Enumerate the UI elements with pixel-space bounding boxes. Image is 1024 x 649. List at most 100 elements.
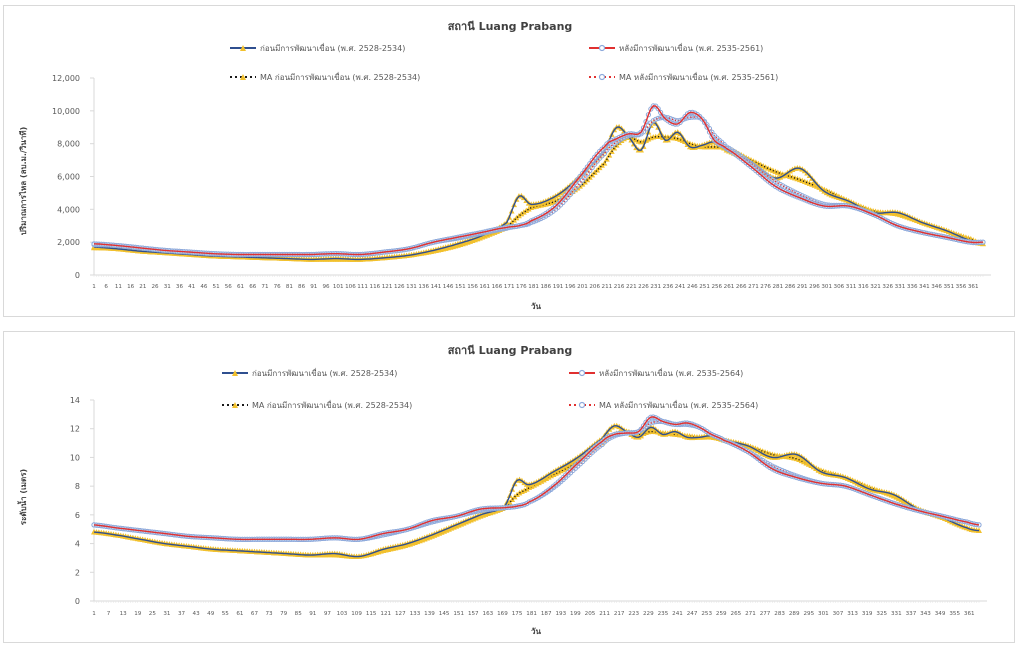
x-tick-label: 151	[455, 284, 466, 290]
x-tick-label: 7	[107, 611, 111, 617]
y-tick-label: 12	[70, 425, 80, 434]
x-tick-label: 291	[797, 284, 808, 290]
y-tick-label: 10,000	[52, 107, 80, 116]
x-tick-label: 169	[497, 611, 508, 617]
x-tick-label: 175	[512, 611, 523, 617]
x-tick-label: 11	[115, 284, 123, 290]
legend-label: MA ก่อนมีการพัฒนาเขื่อน (พ.ศ. 2528-2534)	[252, 399, 412, 410]
x-tick-label: 56	[225, 284, 233, 290]
y-axis-title: ปริมาณการไหล (ลบ.ม./วินาที)	[18, 127, 28, 235]
y-tick-label: 14	[70, 396, 80, 405]
x-tick-label: 306	[834, 284, 845, 290]
x-tick-label: 46	[200, 284, 208, 290]
x-tick-label: 229	[643, 611, 654, 617]
x-tick-label: 331	[895, 284, 906, 290]
x-tick-label: 163	[483, 611, 494, 617]
y-tick-label: 2	[75, 568, 80, 577]
x-tick-label: 326	[882, 284, 893, 290]
legend-item: MA ก่อนมีการพัฒนาเขื่อน (พ.ศ. 2528-2534)	[222, 399, 412, 410]
x-tick-label: 61	[236, 611, 244, 617]
legend-label: MA หลังมีการพัฒนาเขื่อน (พ.ศ. 2535-2561)	[619, 71, 778, 82]
x-tick-label: 346	[931, 284, 942, 290]
series-line	[93, 116, 983, 256]
x-tick-label: 246	[687, 284, 698, 290]
x-tick-label: 316	[858, 284, 869, 290]
x-tick-label: 41	[188, 284, 196, 290]
x-tick-label: 91	[310, 284, 318, 290]
chart-title: สถานี Luang Prabang	[448, 20, 573, 33]
legend-item: MA หลังมีการพัฒนาเขื่อน (พ.ศ. 2535-2561)	[589, 71, 778, 82]
x-tick-label: 341	[919, 284, 930, 290]
legend-marker-icon	[232, 402, 238, 408]
y-tick-label: 2,000	[57, 238, 80, 247]
x-tick-label: 71	[261, 284, 269, 290]
x-tick-label: 211	[599, 611, 610, 617]
x-tick-label: 343	[920, 611, 931, 617]
x-tick-label: 37	[178, 611, 186, 617]
x-tick-label: 36	[176, 284, 184, 290]
chart-title: สถานี Luang Prabang	[448, 344, 573, 357]
x-tick-label: 361	[964, 611, 975, 617]
x-tick-label: 109	[351, 611, 362, 617]
x-tick-label: 271	[748, 284, 759, 290]
x-tick-label: 361	[968, 284, 979, 290]
x-tick-label: 301	[821, 284, 832, 290]
x-tick-label: 85	[295, 611, 303, 617]
chart-panel-discharge: สถานี Luang Prabang ก่อนมีการพัฒนาเขื่อน…	[3, 5, 1015, 317]
x-tick-label: 253	[701, 611, 712, 617]
legend-label: ก่อนมีการพัฒนาเขื่อน (พ.ศ. 2528-2534)	[260, 42, 405, 53]
x-tick-label: 73	[265, 611, 273, 617]
legend-label: ก่อนมีการพัฒนาเขื่อน (พ.ศ. 2528-2534)	[252, 367, 397, 378]
x-tick-label: 19	[134, 611, 142, 617]
x-tick-label: 61	[237, 284, 245, 290]
y-axis-title: ระดับน้ำ (เมตร)	[17, 469, 28, 525]
legend-marker-icon	[240, 45, 246, 51]
y-tick-label: 0	[75, 271, 80, 280]
x-tick-label: 356	[956, 284, 967, 290]
x-tick-label: 6	[104, 284, 108, 290]
y-tick-label: 6,000	[57, 173, 80, 182]
legend-item: ก่อนมีการพัฒนาเขื่อน (พ.ศ. 2528-2534)	[230, 42, 405, 53]
x-tick-label: 187	[541, 611, 552, 617]
x-tick-label: 331	[891, 611, 902, 617]
x-axis: 1 7 13 19 25 31 37 43 49 55 61 67 73 79 85 91 97 103 109 11…	[92, 600, 987, 617]
x-tick-label: 171	[504, 284, 515, 290]
y-axis: 0 2,000 4,000 6,000 8,000 10,000 12,000	[52, 74, 95, 280]
x-tick-label: 121	[382, 284, 393, 290]
x-tick-label: 131	[406, 284, 417, 290]
y-tick-label: 8	[75, 482, 80, 491]
y-axis: 0 2 4 6 8 10 12 14	[70, 396, 95, 606]
x-tick-label: 21	[139, 284, 147, 290]
x-tick-label: 283	[774, 611, 785, 617]
x-tick-label: 139	[424, 611, 435, 617]
series-line	[93, 121, 984, 261]
x-tick-label: 337	[906, 611, 917, 617]
x-tick-label: 286	[785, 284, 796, 290]
legend-item: หลังมีการพัฒนาเขื่อน (พ.ศ. 2535-2561)	[589, 42, 763, 53]
x-tick-label: 205	[585, 611, 596, 617]
x-tick-label: 206	[589, 284, 600, 290]
x-tick-label: 336	[907, 284, 918, 290]
data-point	[611, 145, 618, 151]
x-tick-label: 277	[760, 611, 771, 617]
x-tick-label: 231	[650, 284, 661, 290]
legend-label: หลังมีการพัฒนาเขื่อน (พ.ศ. 2535-2561)	[619, 42, 763, 53]
plot-area	[91, 103, 986, 262]
plot-area	[91, 414, 982, 559]
x-tick-label: 25	[149, 611, 157, 617]
x-tick-label: 79	[280, 611, 288, 617]
series-2	[91, 133, 986, 262]
x-tick-label: 313	[847, 611, 858, 617]
legend-label: MA ก่อนมีการพัฒนาเขื่อน (พ.ศ. 2528-2534)	[260, 71, 420, 82]
legend-item: หลังมีการพัฒนาเขื่อน (พ.ศ. 2535-2564)	[569, 367, 743, 378]
legend-marker-icon	[578, 401, 586, 409]
legend-label: MA หลังมีการพัฒนาเขื่อน (พ.ศ. 2535-2564)	[599, 399, 758, 410]
x-tick-label: 126	[394, 284, 405, 290]
y-tick-label: 10	[70, 453, 80, 462]
legend-marker-icon	[578, 369, 586, 377]
legend-item: ก่อนมีการพัฒนาเขื่อน (พ.ศ. 2528-2534)	[222, 367, 397, 378]
x-tick-label: 181	[528, 284, 539, 290]
x-tick-label: 351	[943, 284, 954, 290]
y-tick-label: 6	[75, 511, 80, 520]
x-tick-label: 91	[309, 611, 317, 617]
